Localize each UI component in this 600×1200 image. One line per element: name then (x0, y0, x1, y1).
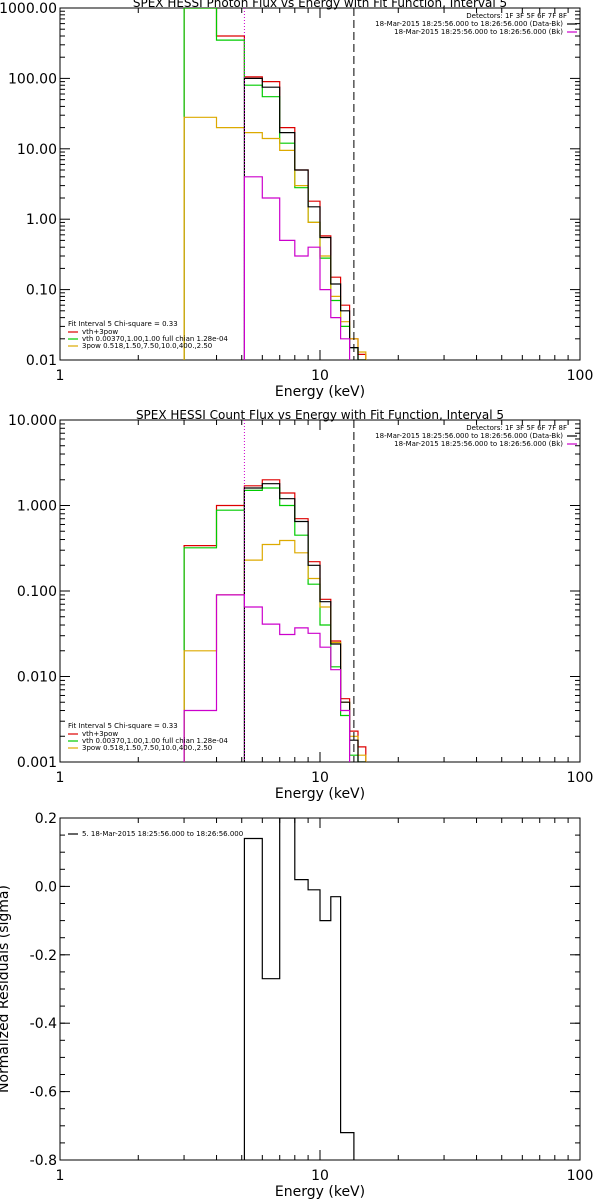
legend-entry-label: 3pow 0.518,1.50,7.50,10.0,400.,2.50 (82, 342, 212, 350)
legend-entry-label: 3pow 0.518,1.50,7.50,10.0,400.,2.50 (82, 744, 212, 752)
y-axis-label: Normalized Residuals (sigma) (0, 885, 12, 1093)
legend-entry-label: vth 0.00370,1.00,1.00 full chian 1.28e-0… (82, 335, 228, 343)
y-tick-label: 1.00 (26, 212, 57, 228)
x-tick-label: 100 (567, 770, 594, 786)
x-axis-label: Energy (keV) (275, 384, 365, 400)
chart-1: SPEX HESSI Photon Flux vs Energy with Fi… (0, 0, 593, 400)
chart-title: SPEX HESSI Count Flux vs Energy with Fit… (136, 408, 504, 422)
x-tick-label: 1 (56, 368, 65, 384)
y-tick-label: 1.000 (17, 499, 57, 515)
legend-entry-label: 18-Mar-2015 18:25:56.000 to 18:26:56.000… (375, 20, 563, 28)
data-layer (243, 818, 355, 1160)
y-tick-label: -0.2 (30, 948, 57, 964)
y-tick-label: -0.6 (30, 1085, 57, 1101)
x-tick-label: 10 (311, 770, 329, 786)
x-tick-label: 1 (56, 770, 65, 786)
chart-3: 1 10 100 Energy (keV) -0.8 -0.6 -0.4 -0.2 0.0 0.2… (0, 811, 593, 1200)
series-1-line (183, 479, 367, 762)
data-layer (183, 8, 367, 360)
series-1-line (183, 8, 367, 360)
series-2-line (183, 487, 366, 762)
chart-title: SPEX HESSI Photon Flux vs Energy with Fi… (133, 0, 507, 10)
legend-title: Detectors: 1F 3F 5F 6F 7F 8F (466, 424, 567, 432)
y-tick-label: 0.010 (17, 670, 57, 686)
series-2-line (183, 8, 366, 360)
x-tick-label: 100 (567, 368, 594, 384)
y-tick-label: -0.8 (30, 1153, 57, 1169)
y-tick-label: 10.00 (17, 142, 57, 158)
x-axis-label: Energy (keV) (275, 1184, 365, 1200)
series-1-line (243, 818, 355, 1160)
x-tick-label: 100 (567, 1168, 594, 1184)
y-tick-label: 0.0 (35, 879, 57, 895)
legend-title: Detectors: 1F 3F 5F 6F 7F 8F (466, 12, 567, 20)
chart-2: SPEX HESSI Count Flux vs Energy with Fit… (8, 408, 593, 802)
plot-frame (59, 7, 581, 361)
legend-entry-label: 18-Mar-2015 18:25:56.000 to 18:26:56.000… (394, 440, 563, 448)
legend-entry-label: vth+3pow (82, 328, 118, 336)
y-tick-label: 100.00 (8, 71, 57, 87)
y-tick-label: 0.01 (26, 353, 57, 369)
x-tick-label: 1 (56, 1168, 65, 1184)
y-tick-label: 1000.00 (0, 1, 57, 17)
plot-frame (59, 817, 581, 1161)
legend-entry-label: vth 0.00370,1.00,1.00 full chian 1.28e-0… (82, 737, 228, 745)
x-axis-label: Energy (keV) (275, 786, 365, 802)
series-5-line (183, 594, 351, 762)
y-tick-label: -0.4 (30, 1016, 57, 1032)
legend-entry-label: 18-Mar-2015 18:25:56.000 to 18:26:56.000… (394, 28, 563, 36)
y-tick-label: 0.10 (26, 283, 57, 299)
x-tick-label: 10 (311, 368, 329, 384)
series-3-line (183, 539, 367, 762)
y-tick-label: 0.100 (17, 584, 57, 600)
x-tick-label: 10 (311, 1168, 329, 1184)
y-tick-label: 0.2 (35, 811, 57, 827)
legend-entry-label: 18-Mar-2015 18:25:56.000 to 18:26:56.000… (375, 432, 563, 440)
legend-entry-label: vth+3pow (82, 730, 118, 738)
legend-title: Fit Interval 5 Chi-square = 0.33 (68, 722, 178, 730)
y-tick-label: 0.001 (17, 755, 57, 771)
data-layer (183, 479, 367, 762)
series-4-line (243, 77, 366, 360)
series-5-line (243, 176, 351, 360)
y-tick-label: 10.000 (8, 413, 57, 429)
series-3-line (183, 116, 367, 360)
legend-title: Fit Interval 5 Chi-square = 0.33 (68, 320, 178, 328)
legend-entry-label: 5. 18-Mar-2015 18:25:56.000 to 18:26:56.… (82, 830, 243, 838)
